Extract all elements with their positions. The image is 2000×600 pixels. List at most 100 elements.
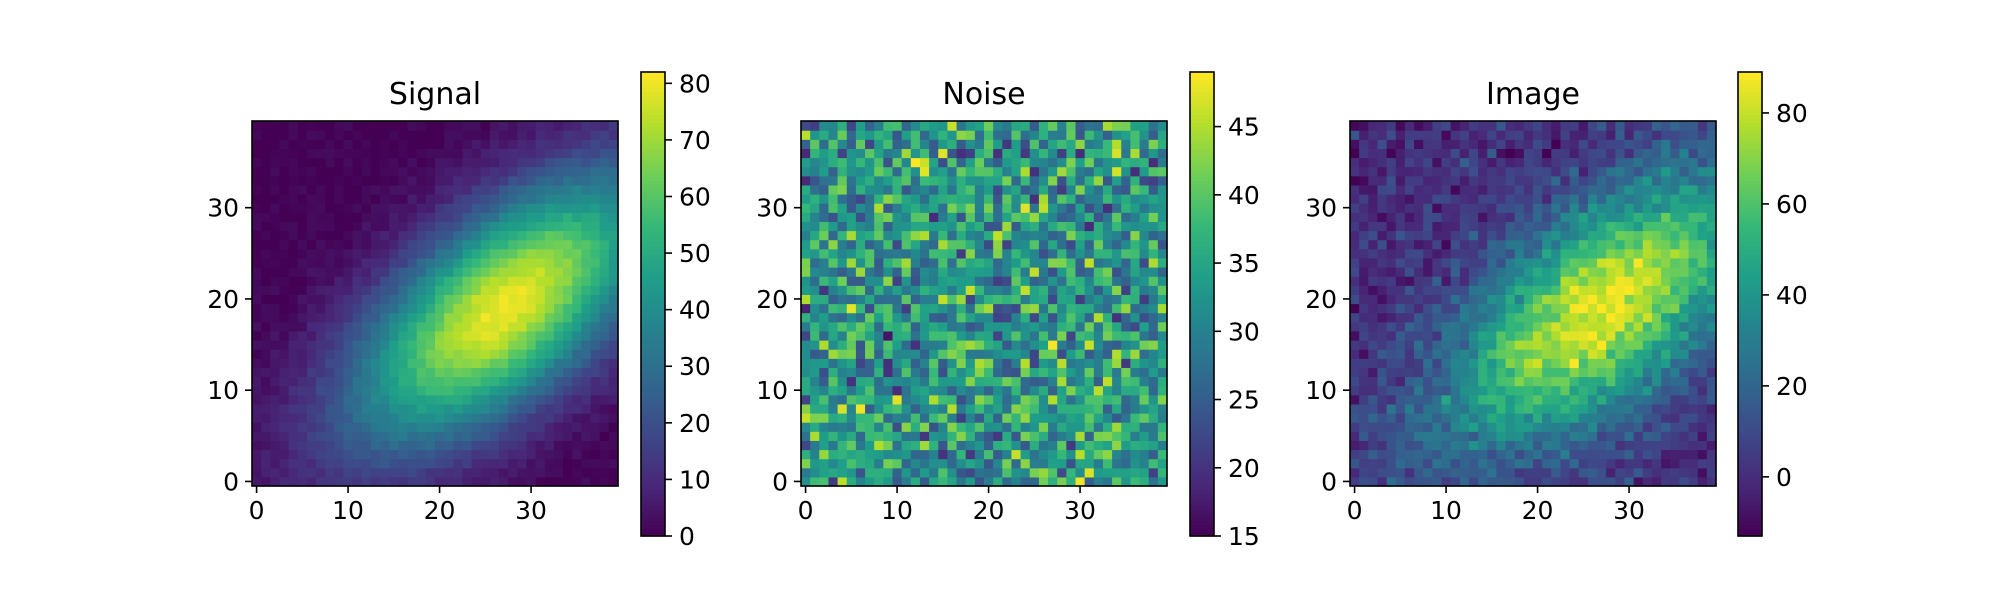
- heatmap-cell: [361, 367, 372, 378]
- heatmap-cell: [316, 175, 326, 186]
- heatmap-cell: [252, 312, 262, 323]
- heatmap-cell: [1121, 121, 1131, 131]
- heatmap-cell: [1048, 358, 1058, 368]
- heatmap-cell: [444, 367, 454, 378]
- heatmap-cell: [581, 330, 592, 341]
- heatmap-cell: [855, 303, 866, 314]
- heatmap-cell: [544, 340, 555, 350]
- heatmap-cell: [910, 340, 921, 350]
- heatmap-cell: [1048, 349, 1058, 359]
- heatmap-cell: [1569, 285, 1580, 295]
- heatmap-cell: [343, 230, 354, 241]
- heatmap-cell: [947, 184, 958, 195]
- heatmap-cell: [1011, 394, 1022, 405]
- heatmap-cell: [1121, 257, 1131, 268]
- heatmap-cell: [563, 248, 573, 259]
- heatmap-cell: [370, 248, 381, 259]
- heatmap-cell: [1587, 422, 1598, 432]
- heatmap-cell: [1112, 294, 1122, 305]
- heatmap-cell: [1350, 349, 1360, 359]
- heatmap-cell: [883, 203, 894, 213]
- colorbar-segment: [641, 296, 665, 301]
- heatmap-cell: [947, 239, 958, 250]
- heatmap-cell: [1487, 148, 1497, 159]
- heatmap-cell: [544, 294, 555, 305]
- heatmap-cell: [563, 121, 573, 131]
- heatmap-cell: [1578, 194, 1589, 204]
- heatmap-cell: [1057, 257, 1067, 268]
- heatmap-cell: [801, 184, 811, 195]
- heatmap-cell: [407, 321, 418, 332]
- heatmap-cell: [288, 257, 299, 268]
- heatmap-cell: [993, 157, 1003, 168]
- heatmap-cell: [1679, 175, 1690, 186]
- heatmap-cell: [425, 184, 436, 195]
- heatmap-cell: [389, 422, 399, 432]
- heatmap-cell: [1121, 440, 1131, 451]
- heatmap-cell: [425, 157, 436, 168]
- colorbar-segment: [1190, 462, 1214, 467]
- heatmap-cell: [993, 394, 1003, 405]
- heatmap-cell: [1633, 330, 1644, 341]
- heatmap-cell: [1157, 312, 1168, 323]
- colorbar-segment: [641, 253, 665, 259]
- heatmap-cell: [453, 440, 464, 451]
- heatmap-cell: [425, 212, 436, 222]
- heatmap-cell: [993, 321, 1003, 332]
- heatmap-cell: [489, 267, 500, 277]
- heatmap-cell: [499, 175, 509, 186]
- heatmap-cell: [1560, 467, 1571, 478]
- heatmap-cell: [1011, 385, 1022, 396]
- colorbar-segment: [1190, 443, 1214, 448]
- heatmap-cell: [1121, 166, 1131, 177]
- heatmap-cell: [1029, 166, 1040, 177]
- colorbar-segment: [641, 400, 665, 406]
- heatmap-cell: [947, 312, 958, 323]
- colorbar-segment: [641, 420, 665, 425]
- heatmap-cell: [810, 476, 820, 487]
- heatmap-cell: [1514, 458, 1525, 469]
- heatmap-cell: [361, 203, 372, 213]
- heatmap-cell: [1651, 303, 1662, 314]
- heatmap-cell: [1468, 440, 1479, 451]
- heatmap-cell: [1139, 148, 1150, 159]
- heatmap-cell: [828, 303, 839, 314]
- heatmap-cell: [1496, 148, 1507, 159]
- heatmap-cell: [1048, 431, 1058, 441]
- heatmap-cell: [910, 175, 921, 186]
- heatmap-cell: [901, 349, 912, 359]
- heatmap-cell: [1642, 285, 1653, 295]
- heatmap-cell: [334, 376, 345, 387]
- heatmap-cell: [1432, 166, 1443, 177]
- heatmap-cell: [535, 422, 546, 432]
- heatmap-cell: [1642, 184, 1653, 195]
- heatmap-cell: [416, 294, 427, 305]
- heatmap-cell: [1423, 285, 1433, 295]
- heatmap-cell: [1139, 194, 1150, 204]
- heatmap-cell: [1093, 221, 1104, 232]
- heatmap-cell: [1414, 449, 1424, 460]
- heatmap-cell: [1533, 148, 1543, 159]
- heatmap-cell: [828, 367, 839, 378]
- heatmap-cell: [1606, 458, 1616, 469]
- heatmap-cell: [508, 166, 518, 177]
- heatmap-cell: [1533, 413, 1543, 423]
- heatmap-cell: [398, 303, 409, 314]
- heatmap-cell: [444, 458, 454, 469]
- heatmap-cell: [1606, 248, 1616, 259]
- heatmap-cell: [901, 203, 912, 213]
- heatmap-cell: [947, 413, 958, 423]
- heatmap-cell: [901, 294, 912, 305]
- heatmap-cell: [398, 276, 409, 286]
- heatmap-cell: [1350, 212, 1360, 222]
- heatmap-cell: [1386, 230, 1397, 241]
- heatmap-cell: [489, 121, 500, 131]
- heatmap-cell: [599, 312, 610, 323]
- heatmap-cell: [865, 385, 875, 396]
- heatmap-cell: [608, 175, 619, 186]
- heatmap-cell: [1468, 303, 1479, 314]
- heatmap-cell: [1587, 367, 1598, 378]
- heatmap-cell: [1102, 349, 1113, 359]
- heatmap-cell: [1038, 248, 1049, 259]
